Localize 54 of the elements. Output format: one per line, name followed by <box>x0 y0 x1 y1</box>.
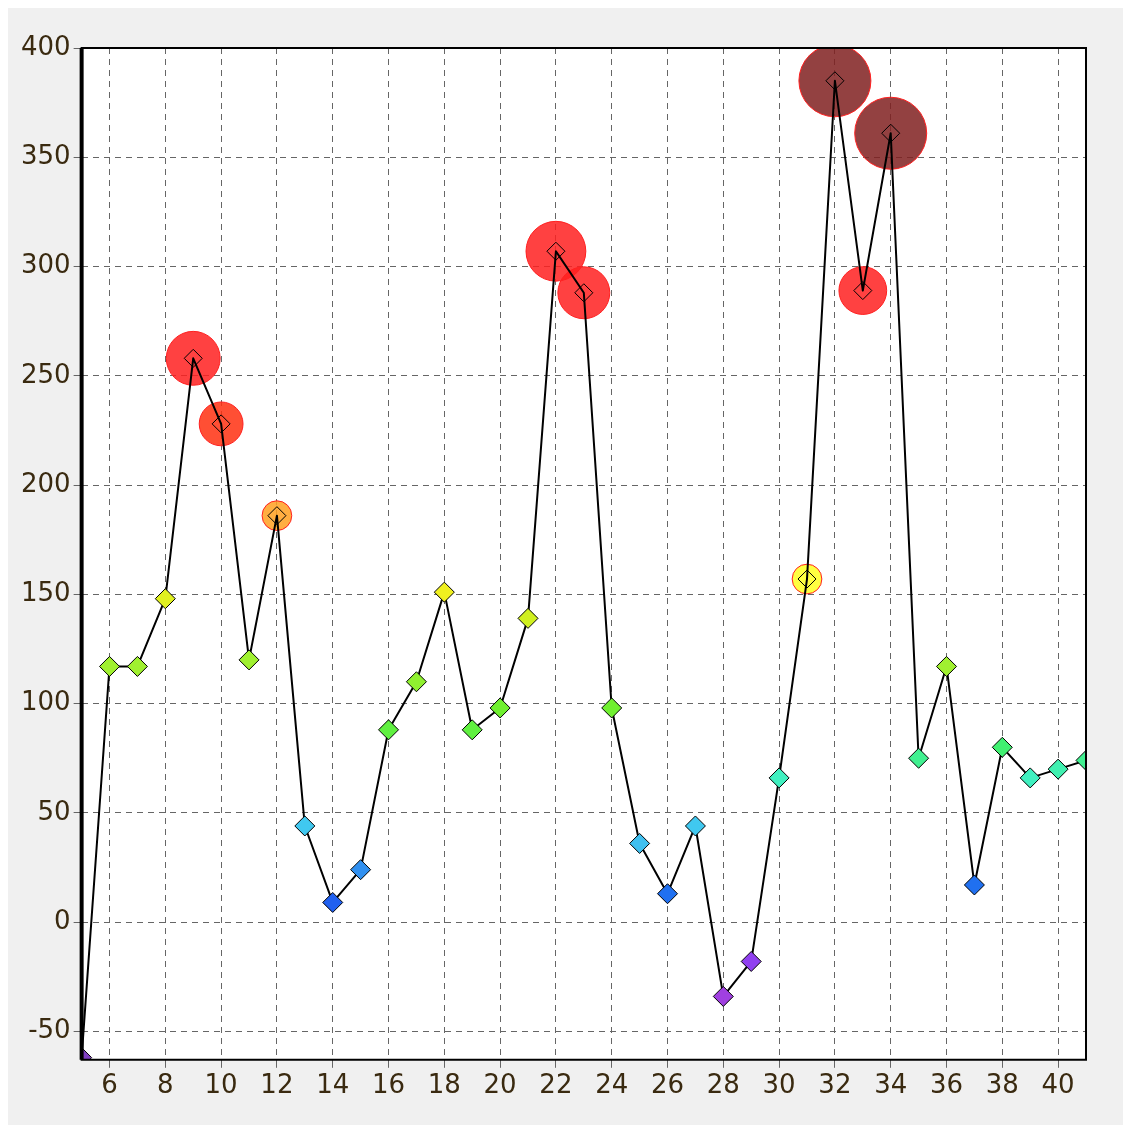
x-tick-label: 12 <box>260 1069 294 1100</box>
point <box>684 815 706 837</box>
x-tick-label: 6 <box>101 1069 118 1100</box>
x-tick-label: 34 <box>874 1069 908 1100</box>
x-tick-label: 26 <box>650 1069 685 1100</box>
x-tick-label: 32 <box>818 1069 852 1100</box>
point <box>322 891 344 913</box>
point <box>517 607 539 629</box>
point <box>238 649 260 671</box>
point <box>908 747 930 769</box>
y-tick-label: 0 <box>54 904 71 935</box>
y-tick-label: 100 <box>20 686 71 717</box>
x-tick-label: 28 <box>706 1069 740 1100</box>
point <box>991 736 1013 758</box>
y-tick-label: 200 <box>20 467 71 498</box>
y-tick-label: -50 <box>28 1014 71 1045</box>
point <box>489 697 511 719</box>
point <box>936 655 957 677</box>
y-tick-label: 250 <box>20 358 71 389</box>
x-tick-label: 14 <box>316 1069 350 1100</box>
point <box>1019 767 1041 789</box>
point <box>126 655 148 677</box>
x-tick-label: 40 <box>1041 1069 1075 1100</box>
x-tick-label: 20 <box>483 1069 517 1100</box>
x-tick-label: 24 <box>595 1069 629 1100</box>
y-tick-label: 50 <box>37 795 71 826</box>
point <box>461 719 483 741</box>
x-tick-label: 18 <box>427 1069 461 1100</box>
x-tick-label: 22 <box>539 1069 573 1100</box>
y-tick-label: 350 <box>20 140 71 171</box>
point <box>712 985 734 1007</box>
point <box>629 832 651 854</box>
point <box>963 874 985 896</box>
y-tick-label: 150 <box>20 577 71 608</box>
x-tick-label: 36 <box>929 1069 964 1100</box>
point <box>99 655 121 677</box>
point <box>433 581 455 603</box>
y-tick-label: 400 <box>20 30 71 61</box>
y-tick-label: 300 <box>20 249 71 280</box>
point <box>601 697 623 719</box>
x-tick-label: 38 <box>985 1069 1019 1100</box>
point <box>740 950 762 972</box>
point <box>154 588 176 610</box>
point <box>294 815 316 837</box>
point <box>657 883 679 905</box>
point <box>405 671 427 693</box>
point <box>350 859 372 881</box>
x-tick-label: 30 <box>762 1069 796 1100</box>
x-tick-label: 10 <box>204 1069 238 1100</box>
x-tick-label: 16 <box>371 1069 406 1100</box>
x-tick-label: 8 <box>157 1069 174 1100</box>
point <box>378 719 400 741</box>
point <box>768 767 790 789</box>
point <box>1047 758 1069 780</box>
